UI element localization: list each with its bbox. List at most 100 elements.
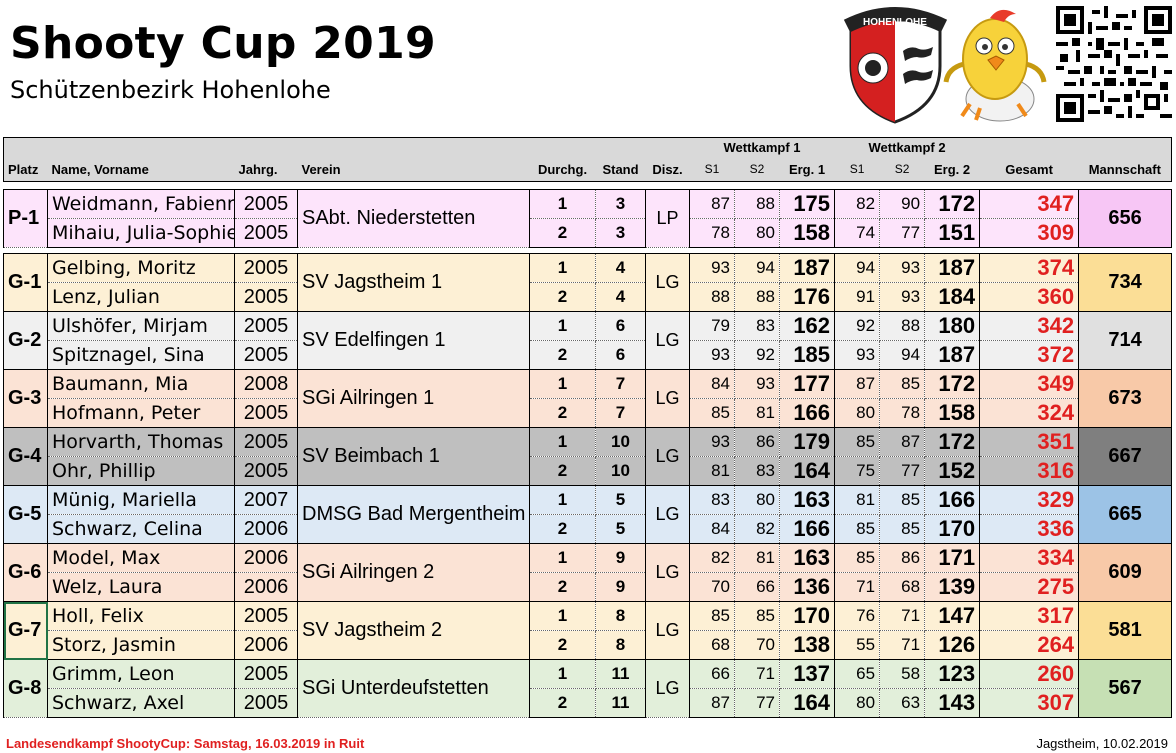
durchgang-cell[interactable]: 1 xyxy=(529,369,596,399)
durchgang-cell[interactable]: 2 xyxy=(529,398,596,428)
gesamt-cell[interactable]: 329 xyxy=(979,485,1080,515)
place-cell[interactable]: G-6 xyxy=(3,543,48,602)
gesamt-cell[interactable]: 372 xyxy=(979,340,1080,370)
erg2-cell[interactable]: 187 xyxy=(924,253,981,283)
stand-cell[interactable]: 8 xyxy=(595,630,646,660)
shooter-name[interactable]: Schwarz, Celina xyxy=(47,514,235,544)
w2-s2-cell[interactable]: 85 xyxy=(879,514,926,544)
erg1-cell[interactable]: 164 xyxy=(779,688,836,718)
birth-year[interactable]: 2006 xyxy=(234,572,298,602)
gesamt-cell[interactable]: 309 xyxy=(979,218,1080,248)
stand-cell[interactable]: 8 xyxy=(595,601,646,631)
w1-s1-cell[interactable]: 79 xyxy=(689,311,735,341)
erg1-cell[interactable]: 179 xyxy=(779,427,836,457)
w1-s1-cell[interactable]: 68 xyxy=(689,630,735,660)
shooter-name[interactable]: Model, Max xyxy=(47,543,235,573)
shooter-name[interactable]: Mihaiu, Julia-Sophie xyxy=(47,218,235,248)
durchgang-cell[interactable]: 2 xyxy=(529,688,596,718)
durchgang-cell[interactable]: 1 xyxy=(529,189,596,219)
w1-s2-cell[interactable]: 83 xyxy=(734,456,780,486)
durchgang-cell[interactable]: 2 xyxy=(529,572,596,602)
gesamt-cell[interactable]: 316 xyxy=(979,456,1080,486)
erg1-cell[interactable]: 166 xyxy=(779,514,836,544)
durchgang-cell[interactable]: 1 xyxy=(529,253,596,283)
team-total-cell[interactable]: 665 xyxy=(1078,485,1173,544)
w1-s1-cell[interactable]: 87 xyxy=(689,189,735,219)
w2-s2-cell[interactable]: 93 xyxy=(879,253,926,283)
erg2-cell[interactable]: 123 xyxy=(924,659,981,689)
shooter-name[interactable]: Weidmann, Fabienne xyxy=(47,189,235,219)
shooter-name[interactable]: Ulshöfer, Mirjam xyxy=(47,311,235,341)
club-name[interactable]: SGi Ailringen 1 xyxy=(297,369,530,428)
durchgang-cell[interactable]: 2 xyxy=(529,514,596,544)
w2-s1-cell[interactable]: 82 xyxy=(834,189,881,219)
w1-s2-cell[interactable]: 92 xyxy=(734,340,780,370)
gesamt-cell[interactable]: 347 xyxy=(979,189,1080,219)
discipline-cell[interactable]: LG xyxy=(645,369,690,428)
erg2-cell[interactable]: 143 xyxy=(924,688,981,718)
birth-year[interactable]: 2005 xyxy=(234,688,298,718)
w2-s1-cell[interactable]: 93 xyxy=(834,340,881,370)
place-cell[interactable]: G-7 xyxy=(3,601,48,660)
erg2-cell[interactable]: 172 xyxy=(924,369,981,399)
w1-s1-cell[interactable]: 70 xyxy=(689,572,735,602)
w1-s2-cell[interactable]: 70 xyxy=(734,630,780,660)
club-name[interactable]: SGi Ailringen 2 xyxy=(297,543,530,602)
erg2-cell[interactable]: 172 xyxy=(924,189,981,219)
erg1-cell[interactable]: 136 xyxy=(779,572,836,602)
team-total-cell[interactable]: 667 xyxy=(1078,427,1173,486)
stand-cell[interactable]: 6 xyxy=(595,311,646,341)
erg1-cell[interactable]: 185 xyxy=(779,340,836,370)
shooter-name[interactable]: Hofmann, Peter xyxy=(47,398,235,428)
w1-s1-cell[interactable]: 85 xyxy=(689,601,735,631)
durchgang-cell[interactable]: 2 xyxy=(529,456,596,486)
w1-s2-cell[interactable]: 71 xyxy=(734,659,780,689)
stand-cell[interactable]: 10 xyxy=(595,456,646,486)
erg2-cell[interactable]: 158 xyxy=(924,398,981,428)
w2-s1-cell[interactable]: 81 xyxy=(834,485,881,515)
team-total-cell[interactable]: 673 xyxy=(1078,369,1173,428)
birth-year[interactable]: 2005 xyxy=(234,427,298,457)
shooter-name[interactable]: Münig, Mariella xyxy=(47,485,235,515)
place-cell[interactable]: G-8 xyxy=(3,659,48,718)
w2-s2-cell[interactable]: 58 xyxy=(879,659,926,689)
w1-s2-cell[interactable]: 77 xyxy=(734,688,780,718)
durchgang-cell[interactable]: 1 xyxy=(529,485,596,515)
shooter-name[interactable]: Ohr, Phillip xyxy=(47,456,235,486)
w2-s2-cell[interactable]: 68 xyxy=(879,572,926,602)
stand-cell[interactable]: 6 xyxy=(595,340,646,370)
w1-s2-cell[interactable]: 88 xyxy=(734,189,780,219)
erg2-cell[interactable]: 171 xyxy=(924,543,981,573)
gesamt-cell[interactable]: 260 xyxy=(979,659,1080,689)
birth-year[interactable]: 2006 xyxy=(234,630,298,660)
w2-s2-cell[interactable]: 86 xyxy=(879,543,926,573)
gesamt-cell[interactable]: 317 xyxy=(979,601,1080,631)
erg2-cell[interactable]: 184 xyxy=(924,282,981,312)
w2-s2-cell[interactable]: 71 xyxy=(879,601,926,631)
erg1-cell[interactable]: 175 xyxy=(779,189,836,219)
place-cell[interactable]: G-1 xyxy=(3,253,48,312)
erg2-cell[interactable]: 170 xyxy=(924,514,981,544)
w2-s1-cell[interactable]: 91 xyxy=(834,282,881,312)
birth-year[interactable]: 2005 xyxy=(234,456,298,486)
discipline-cell[interactable]: LG xyxy=(645,485,690,544)
shooter-name[interactable]: Gelbing, Moritz xyxy=(47,253,235,283)
w2-s1-cell[interactable]: 87 xyxy=(834,369,881,399)
birth-year[interactable]: 2005 xyxy=(234,218,298,248)
birth-year[interactable]: 2006 xyxy=(234,514,298,544)
w1-s2-cell[interactable]: 66 xyxy=(734,572,780,602)
birth-year[interactable]: 2007 xyxy=(234,485,298,515)
stand-cell[interactable]: 11 xyxy=(595,688,646,718)
w2-s2-cell[interactable]: 63 xyxy=(879,688,926,718)
w2-s2-cell[interactable]: 71 xyxy=(879,630,926,660)
birth-year[interactable]: 2005 xyxy=(234,311,298,341)
durchgang-cell[interactable]: 2 xyxy=(529,630,596,660)
erg2-cell[interactable]: 187 xyxy=(924,340,981,370)
stand-cell[interactable]: 7 xyxy=(595,369,646,399)
gesamt-cell[interactable]: 334 xyxy=(979,543,1080,573)
birth-year[interactable]: 2006 xyxy=(234,543,298,573)
w2-s2-cell[interactable]: 85 xyxy=(879,369,926,399)
club-name[interactable]: SAbt. Niederstetten xyxy=(297,189,530,248)
place-cell[interactable]: G-5 xyxy=(3,485,48,544)
birth-year[interactable]: 2005 xyxy=(234,398,298,428)
